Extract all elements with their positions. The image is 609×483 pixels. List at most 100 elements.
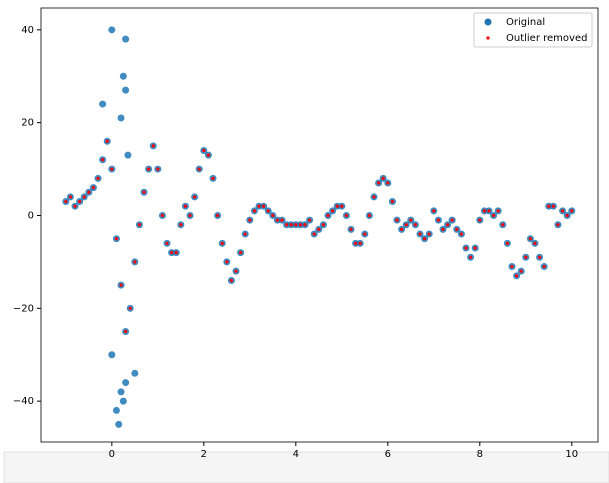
legend-label: Outlier removed (506, 33, 587, 44)
point (514, 274, 519, 278)
point (124, 151, 132, 159)
point (105, 139, 109, 143)
point (386, 181, 390, 185)
point (183, 204, 188, 208)
point (409, 218, 413, 222)
point (243, 232, 247, 236)
point (64, 199, 68, 204)
legend-label: Original (506, 17, 545, 28)
point (468, 255, 473, 259)
point (160, 213, 165, 218)
point (436, 218, 440, 222)
point (206, 153, 211, 157)
x-tick-label: 6 (385, 449, 391, 460)
x-tick-label: 4 (293, 449, 299, 460)
point (556, 223, 560, 227)
point (87, 190, 91, 194)
point (395, 218, 399, 222)
point (96, 176, 100, 180)
point (225, 260, 229, 264)
point (142, 190, 146, 194)
point (122, 86, 130, 94)
point (275, 218, 280, 222)
point (335, 204, 339, 208)
point (122, 379, 130, 387)
point (326, 213, 330, 218)
point (271, 213, 275, 218)
point (147, 167, 151, 171)
point (455, 227, 459, 232)
point (151, 144, 155, 148)
point (381, 176, 385, 180)
point (82, 195, 86, 199)
x-tick-label: 8 (477, 449, 483, 460)
point (501, 223, 505, 227)
point (216, 213, 220, 218)
point (197, 167, 201, 171)
point (188, 213, 192, 218)
point (354, 241, 358, 245)
point (128, 306, 132, 310)
point (542, 264, 546, 269)
point (491, 213, 496, 218)
point (344, 213, 349, 218)
point (266, 209, 270, 213)
point (358, 241, 362, 245)
point (308, 218, 312, 222)
point (560, 209, 565, 213)
point (422, 237, 427, 241)
x-tick-label: 0 (109, 449, 115, 460)
point (349, 227, 353, 232)
point (450, 218, 454, 222)
y-tick-label: −20 (13, 303, 34, 314)
x-tick-label: 10 (565, 449, 578, 460)
point (496, 209, 500, 213)
point (478, 218, 482, 222)
point (179, 223, 183, 227)
point (234, 269, 238, 273)
point (298, 223, 303, 227)
point (537, 255, 542, 259)
point (257, 204, 261, 208)
point (427, 232, 431, 236)
point (110, 167, 114, 171)
y-tick-label: 40 (21, 25, 34, 36)
point (112, 406, 120, 414)
point (280, 218, 284, 222)
point (445, 223, 450, 227)
point (377, 181, 381, 185)
point (165, 241, 169, 245)
point (528, 237, 532, 241)
point (220, 241, 224, 245)
point (174, 251, 178, 255)
output-footer (3, 451, 609, 483)
point (390, 199, 395, 204)
point (321, 223, 326, 227)
point (193, 195, 197, 199)
point (519, 269, 523, 273)
point (262, 204, 266, 208)
legend-marker (484, 18, 492, 26)
point (115, 420, 123, 428)
point (119, 283, 123, 287)
point (565, 213, 569, 218)
point (372, 195, 376, 199)
point (285, 223, 289, 227)
point (122, 35, 130, 43)
point (108, 26, 116, 34)
point (248, 218, 252, 222)
point (363, 232, 367, 236)
y-tick-label: −40 (13, 396, 34, 407)
point (202, 148, 206, 153)
point (294, 223, 298, 227)
point (570, 209, 574, 213)
point (239, 251, 243, 255)
point (418, 232, 422, 236)
point (441, 227, 445, 232)
point (131, 369, 139, 377)
point (533, 241, 537, 245)
point (289, 223, 293, 227)
point (312, 232, 316, 236)
point (101, 158, 105, 162)
